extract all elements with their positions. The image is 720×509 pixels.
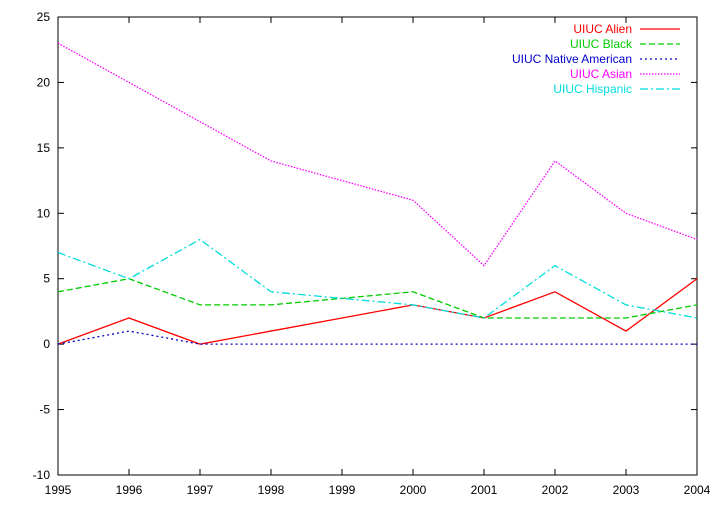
x-tick-label: 1996 — [116, 483, 143, 497]
legend-label-2: UIUC Native American — [512, 52, 632, 66]
x-tick-label: 1995 — [45, 483, 72, 497]
series-line-4 — [57, 238, 698, 319]
legend-label-4: UIUC Hispanic — [553, 82, 632, 96]
legend-label-1: UIUC Black — [570, 37, 633, 51]
series-line-1 — [57, 278, 698, 319]
x-tick-label: 2004 — [684, 483, 711, 497]
y-axis-ticks: -10 -5 0 5 10 15 20 25 — [33, 10, 697, 482]
x-axis-ticks: 1995 1996 1997 1998 1999 2000 2001 2002 2003 2004 — [45, 17, 711, 497]
series-line-3 — [57, 42, 698, 267]
x-tick-label: 1998 — [258, 483, 285, 497]
x-tick-label: 2002 — [542, 483, 569, 497]
x-tick-label: 2001 — [471, 483, 498, 497]
y-tick-label: -10 — [33, 468, 51, 482]
series-layer — [57, 42, 698, 345]
y-tick-label: 20 — [37, 75, 51, 89]
series-line-2 — [57, 330, 697, 345]
y-tick-label: -5 — [39, 403, 50, 417]
x-tick-label: 1997 — [187, 483, 214, 497]
legend-label-3: UIUC Asian — [570, 67, 632, 81]
x-tick-label: 1999 — [329, 483, 356, 497]
y-tick-label: 10 — [37, 206, 51, 220]
y-tick-label: 0 — [43, 337, 50, 351]
x-tick-label: 2000 — [400, 483, 427, 497]
x-tick-label: 2003 — [613, 483, 640, 497]
legend-label-0: UIUC Alien — [573, 22, 632, 36]
series-line-0 — [57, 278, 698, 345]
y-tick-label: 25 — [37, 10, 51, 24]
y-tick-label: 15 — [37, 141, 51, 155]
y-tick-label: 5 — [43, 272, 50, 286]
plot-frame — [57, 16, 698, 476]
